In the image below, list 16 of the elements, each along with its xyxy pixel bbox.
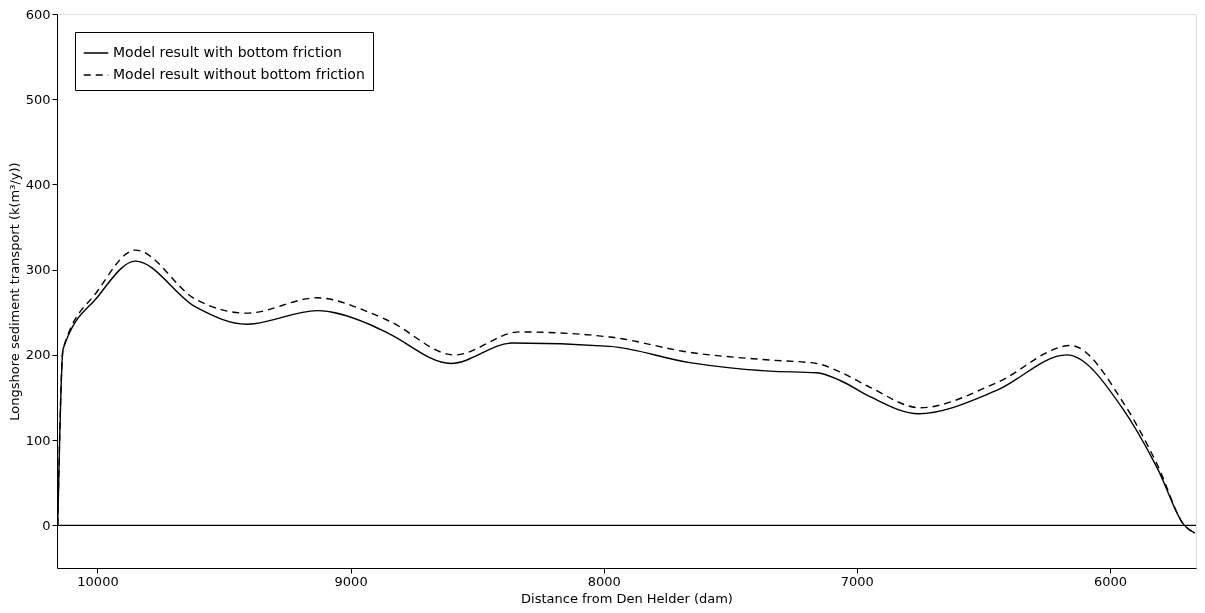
y-tick-label: 300 xyxy=(25,262,51,278)
y-axis-title: Longshore sediment transport (k(m³/y)) xyxy=(6,162,22,421)
y-tick-label: 600 xyxy=(25,6,51,22)
y-tick-label: 500 xyxy=(25,91,51,107)
x-tick-label: 6000 xyxy=(1093,573,1127,589)
x-tick-label: 7000 xyxy=(840,573,874,589)
y-tick-label: 200 xyxy=(25,347,51,363)
legend-label: Model result without bottom friction xyxy=(113,66,365,82)
x-tick-label: 8000 xyxy=(587,573,621,589)
y-tick-label: 400 xyxy=(25,176,51,192)
y-tick-label: 0 xyxy=(42,517,51,533)
y-tick-label: 100 xyxy=(25,432,51,448)
legend-label: Model result with bottom friction xyxy=(113,44,342,60)
x-tick-label: 9000 xyxy=(334,573,368,589)
x-tick-label: 10000 xyxy=(77,573,119,589)
x-axis-title: Distance from Den Helder (dam) xyxy=(521,590,733,606)
